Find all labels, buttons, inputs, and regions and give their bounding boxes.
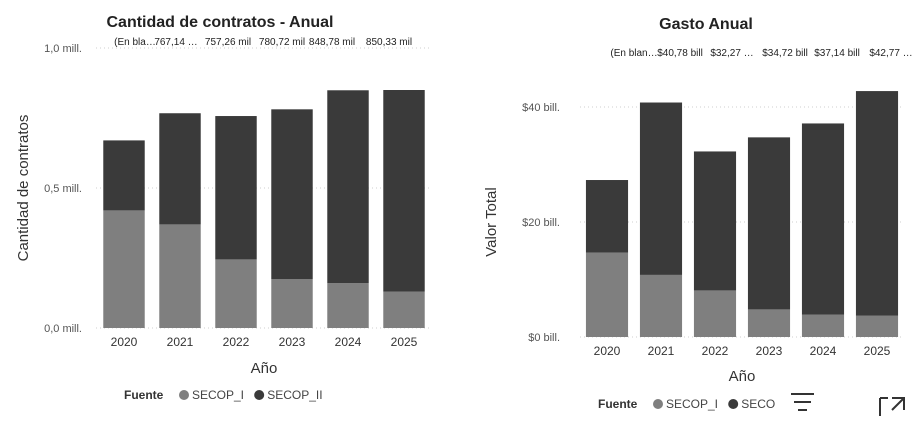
chart-title: Gasto Anual xyxy=(659,16,753,33)
bar-secop-i-2021[interactable] xyxy=(639,274,683,337)
y-tick-label: $0 bill. xyxy=(528,332,560,344)
bar-secop-ii-2020[interactable] xyxy=(103,140,145,211)
x-tick-label: 2021 xyxy=(648,344,675,358)
x-tick-label: 2025 xyxy=(864,344,891,358)
bar-seco-2023[interactable] xyxy=(747,137,791,310)
data-label: $37,14 bill xyxy=(814,48,860,59)
x-tick-label: 2021 xyxy=(167,335,194,349)
x-tick-label: 2020 xyxy=(594,344,621,358)
chart-gasto-svg: Gasto Anual $0 bill. $20 bill. $40 bill. Val… xyxy=(483,16,913,416)
legend-title: Fuente xyxy=(124,388,164,402)
chart-panel-contratos[interactable]: Cantidad de contratos - Anual 0,0 mill. 0,… xyxy=(0,0,445,416)
legend-marker xyxy=(728,399,739,409)
x-axis-title: Año xyxy=(729,368,756,385)
data-label: $34,72 bill xyxy=(762,48,808,59)
y-tick-label: 0,0 mill. xyxy=(44,323,82,335)
x-axis-title: Año xyxy=(251,360,278,377)
bar-secop-i-2022[interactable] xyxy=(693,290,737,337)
bar-secop-ii-2024[interactable] xyxy=(327,90,369,284)
x-tick-label: 2022 xyxy=(702,344,729,358)
y-axis-title: Valor Total xyxy=(483,187,500,257)
bar-secop-i-2020[interactable] xyxy=(103,210,145,328)
bar-secop-i-2024[interactable] xyxy=(327,283,369,328)
bar-secop-ii-2021[interactable] xyxy=(159,113,201,225)
legend-item-seco[interactable]: SECO xyxy=(741,397,775,411)
legend-marker xyxy=(254,390,265,400)
y-tick-label: $20 bill. xyxy=(522,217,560,229)
x-tick-label: 2024 xyxy=(810,344,837,358)
bar-secop-i-2020[interactable] xyxy=(585,252,629,337)
data-label: $42,77 … xyxy=(869,48,912,59)
bar-secop-i-2023[interactable] xyxy=(271,279,313,328)
focus-mode-icon[interactable] xyxy=(879,397,905,416)
data-label: 780,72 mil xyxy=(259,37,305,48)
legend-title: Fuente xyxy=(598,397,638,411)
legend-item-secop-i[interactable]: SECOP_I xyxy=(192,388,244,402)
bar-secop-ii-2025[interactable] xyxy=(383,90,425,292)
data-label: 848,78 mil xyxy=(309,37,355,48)
bar-seco-2020[interactable] xyxy=(585,180,629,253)
x-tick-label: 2023 xyxy=(756,344,783,358)
data-label: 767,14 … xyxy=(154,37,197,48)
legend-item-secop-ii[interactable]: SECOP_II xyxy=(267,388,322,402)
chart-contratos-svg: Cantidad de contratos - Anual 0,0 mill. 0,… xyxy=(15,14,432,402)
bar-secop-i-2021[interactable] xyxy=(159,224,201,328)
legend-item-secop-i[interactable]: SECOP_I xyxy=(666,397,718,411)
y-tick-label: 0,5 mill. xyxy=(44,183,82,195)
x-tick-label: 2022 xyxy=(223,335,250,349)
bar-secop-ii-2022[interactable] xyxy=(215,116,257,260)
bar-secop-i-2025[interactable] xyxy=(855,315,899,337)
focus-mode-path xyxy=(879,397,905,416)
bar-secop-i-2022[interactable] xyxy=(215,259,257,328)
chart-panel-gasto[interactable]: Gasto Anual $0 bill. $20 bill. $40 bill. Val… xyxy=(478,0,917,416)
x-tick-label: 2023 xyxy=(279,335,306,349)
data-label: $32,27 … xyxy=(710,48,753,59)
filter-lines-icon[interactable] xyxy=(791,393,814,411)
y-tick-label: 1,0 mill. xyxy=(44,43,82,55)
x-tick-label: 2025 xyxy=(391,335,418,349)
x-tick-label: 2020 xyxy=(111,335,138,349)
y-tick-label: $40 bill. xyxy=(522,102,560,114)
data-label: $40,78 bill xyxy=(657,48,703,59)
bar-secop-i-2023[interactable] xyxy=(747,309,791,337)
bar-seco-2025[interactable] xyxy=(855,91,899,316)
bar-seco-2024[interactable] xyxy=(801,123,845,315)
data-label: (En bla… xyxy=(114,37,156,48)
data-label: 850,33 mil xyxy=(366,37,412,48)
bar-secop-i-2025[interactable] xyxy=(383,291,425,328)
data-label: (En blan… xyxy=(610,48,657,59)
legend-marker xyxy=(179,390,189,400)
bar-seco-2021[interactable] xyxy=(639,102,683,275)
data-label: 757,26 mil xyxy=(205,37,251,48)
bar-secop-i-2024[interactable] xyxy=(801,314,845,337)
x-tick-label: 2024 xyxy=(335,335,362,349)
legend-marker xyxy=(653,399,663,409)
bar-seco-2022[interactable] xyxy=(693,151,737,291)
bar-secop-ii-2023[interactable] xyxy=(271,109,313,279)
y-axis-title: Cantidad de contratos xyxy=(15,115,32,262)
chart-title: Cantidad de contratos - Anual xyxy=(107,14,334,31)
